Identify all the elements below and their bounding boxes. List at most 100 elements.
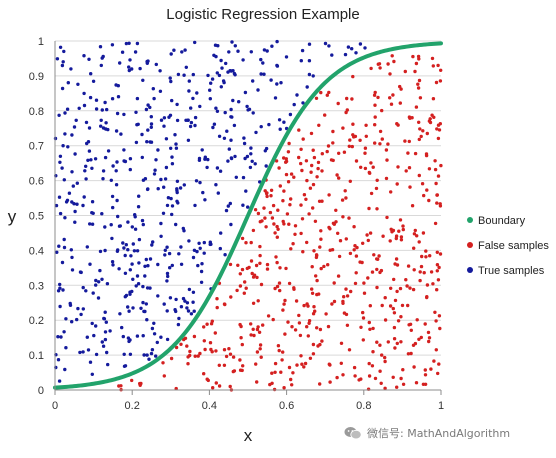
false-sample-point	[292, 175, 296, 179]
true-sample-point	[227, 147, 231, 151]
true-sample-point	[284, 55, 289, 59]
false-sample-point	[347, 348, 352, 352]
true-sample-point	[73, 220, 77, 224]
true-sample-point	[70, 200, 74, 204]
false-sample-point	[435, 193, 439, 197]
false-sample-point	[345, 96, 349, 101]
false-sample-point	[434, 181, 438, 186]
false-sample-point	[354, 271, 358, 275]
true-sample-point	[166, 274, 170, 279]
true-sample-point	[245, 104, 249, 109]
false-sample-point	[269, 194, 273, 198]
true-sample-point	[115, 198, 119, 203]
false-sample-point	[310, 163, 314, 168]
false-sample-point	[431, 97, 436, 101]
true-sample-point	[123, 159, 128, 164]
y-tick-label: 0.1	[29, 350, 44, 362]
false-sample-point	[424, 153, 429, 158]
false-sample-point	[388, 239, 392, 243]
true-sample-point	[135, 96, 140, 101]
true-sample-point	[234, 175, 238, 179]
false-sample-point	[258, 343, 263, 347]
true-sample-point	[129, 254, 133, 258]
false-sample-point	[277, 348, 281, 353]
false-sample-point	[271, 203, 276, 208]
false-sample-point	[318, 342, 322, 347]
false-sample-point	[284, 159, 289, 164]
true-sample-point	[187, 89, 191, 93]
false-sample-point	[399, 340, 403, 344]
true-sample-point	[106, 362, 110, 367]
false-sample-point	[363, 146, 368, 150]
true-sample-point	[62, 330, 66, 334]
true-sample-point	[81, 203, 85, 208]
true-sample-point	[172, 48, 176, 52]
true-sample-point	[143, 264, 147, 268]
false-sample-point	[436, 174, 441, 178]
true-sample-point	[148, 105, 152, 110]
false-sample-point	[282, 156, 286, 160]
true-sample-point	[97, 280, 101, 284]
true-sample-point	[98, 45, 103, 49]
true-sample-point	[134, 284, 138, 288]
true-sample-point	[60, 166, 64, 170]
true-sample-point	[217, 73, 222, 78]
false-sample-point	[417, 120, 421, 125]
true-sample-point	[232, 71, 237, 76]
false-sample-point	[291, 242, 295, 246]
true-sample-point	[70, 170, 74, 174]
true-sample-point	[218, 169, 223, 173]
false-sample-point	[354, 159, 359, 163]
true-sample-point	[63, 132, 67, 136]
true-sample-point	[139, 306, 143, 310]
true-sample-point	[215, 71, 219, 75]
true-sample-point	[71, 184, 76, 188]
true-sample-point	[141, 334, 145, 338]
false-sample-point	[341, 215, 345, 219]
true-sample-point	[103, 330, 108, 334]
false-sample-point	[421, 382, 426, 386]
false-sample-point	[213, 331, 217, 335]
true-sample-point	[84, 120, 89, 125]
false-sample-point	[315, 175, 319, 179]
true-sample-point	[65, 107, 70, 111]
false-sample-point	[419, 335, 423, 340]
false-sample-point	[202, 325, 206, 329]
false-sample-point	[389, 102, 394, 106]
true-sample-point	[89, 158, 93, 162]
false-sample-point	[407, 139, 411, 144]
true-sample-point	[122, 352, 126, 356]
false-sample-point	[238, 284, 243, 288]
true-sample-point	[233, 44, 237, 48]
true-sample-point	[229, 222, 233, 227]
true-sample-point	[93, 157, 98, 161]
legend: Boundary False samples True samples	[467, 215, 549, 277]
true-sample-point	[137, 261, 141, 265]
false-sample-point	[373, 103, 377, 107]
false-sample-point	[335, 375, 339, 380]
false-sample-point	[433, 310, 437, 314]
false-sample-point	[369, 66, 373, 71]
false-sample-point	[251, 228, 256, 233]
false-sample-point	[245, 266, 249, 271]
false-sample-point	[252, 273, 257, 277]
false-sample-point	[287, 222, 291, 226]
true-sample-point	[131, 277, 135, 281]
false-sample-point	[413, 69, 417, 74]
false-sample-point	[228, 384, 232, 389]
true-sample-point	[127, 65, 131, 69]
false-sample-point	[293, 328, 298, 332]
true-sample-point	[181, 296, 186, 301]
false-sample-point	[270, 371, 274, 375]
false-sample-point	[341, 301, 345, 305]
true-sample-point	[128, 157, 133, 161]
true-sample-point	[100, 212, 104, 216]
false-sample-point	[257, 330, 262, 334]
true-sample-point	[94, 324, 98, 328]
false-sample-point	[389, 286, 393, 290]
true-sample-point	[189, 120, 194, 125]
false-sample-point	[415, 234, 419, 238]
true-sample-point	[169, 146, 173, 150]
true-sample-point	[103, 248, 107, 253]
false-sample-point	[370, 364, 375, 368]
